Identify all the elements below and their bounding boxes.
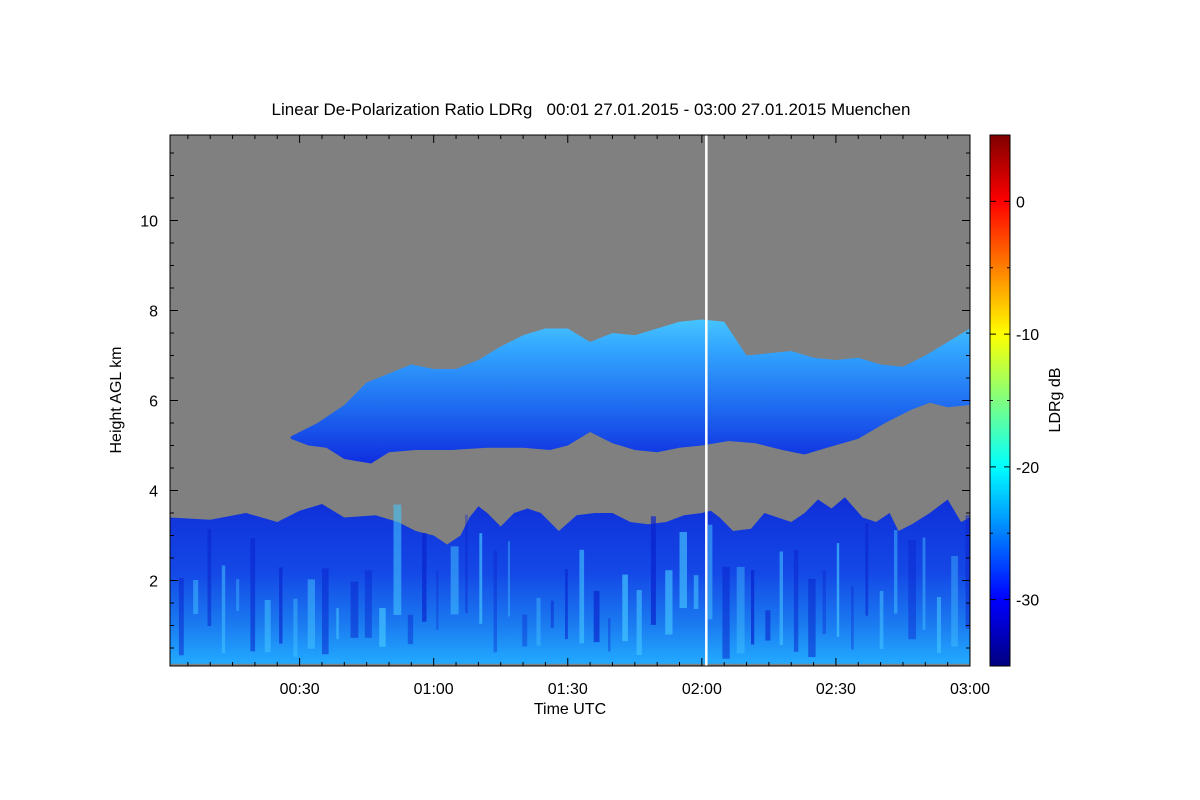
y-tick-label: 10 [140,214,158,231]
texture-streak [307,579,315,649]
x-axis-label: Time UTC [534,701,606,718]
texture-streak [708,524,713,620]
texture-streak [894,530,898,614]
y-tick-label: 2 [149,574,158,591]
texture-streak [393,504,402,615]
colorbar-label: LDRg dB [1047,368,1064,433]
texture-streak [836,543,840,637]
colorbar-tick-label: -20 [1016,460,1039,477]
texture-streak [693,575,699,609]
texture-streak [250,538,256,652]
texture-streak [779,551,783,645]
texture-streak [207,528,212,626]
plot-area [170,135,970,666]
texture-streak [922,537,926,630]
colorbar: 0 -10 -20 -30 LDRg dB [989,134,1064,667]
texture-streak [279,567,283,644]
y-tick-label: 4 [149,484,158,501]
texture-streak [822,570,826,634]
x-tick-label: 02:00 [682,681,722,698]
texture-streak [522,614,528,647]
texture-streak [350,581,359,638]
colorbar-tick-label: -10 [1016,327,1039,344]
x-tick-label: 03:00 [950,681,990,698]
texture-streak [936,597,941,653]
texture-streak [636,590,642,655]
texture-streak [322,568,329,655]
texture-streak [479,533,483,624]
texture-streak [908,540,916,640]
texture-streak [422,533,427,622]
texture-streak [236,579,240,611]
texture-streak [221,565,226,653]
texture-streak [650,516,656,625]
texture-streak [579,549,585,644]
x-tick-label: 02:30 [816,681,856,698]
texture-streak [364,570,372,638]
cloud-layer-lower [170,497,970,664]
x-tick-label: 01:00 [414,681,454,698]
y-axis-label: Height AGL km [108,346,125,453]
x-tick-label: 00:30 [280,681,320,698]
texture-streak [608,618,611,652]
texture-streak [765,610,771,641]
texture-streak [679,532,687,609]
texture-streak [793,550,799,652]
texture-streak [865,523,869,616]
texture-streak [965,515,970,629]
texture-streak [507,541,510,617]
texture-streak [665,570,673,635]
texture-streak [808,578,816,657]
texture-streak [722,566,730,659]
texture-streak [465,514,468,614]
x-axis: 00:30 01:00 01:30 02:00 02:30 03:00 [187,135,990,698]
cloud-layer-upper [290,319,970,464]
colorbar-tick-label: 0 [1016,194,1025,211]
x-tick-label: 01:30 [548,681,588,698]
texture-streak [550,600,554,628]
texture-streak [178,577,184,656]
texture-streak [264,600,271,653]
texture-streak [193,580,199,615]
texture-streak [879,590,884,649]
colorbar-tick-label: -30 [1016,593,1039,610]
texture-streak [622,574,628,642]
texture-streak [751,570,755,645]
texture-streak [736,566,745,654]
texture-streak [536,597,541,646]
texture-streak [379,608,386,647]
texture-streak [951,555,958,647]
y-axis: 2 4 6 8 10 [140,152,970,649]
texture-streak [593,591,600,643]
texture-streak [851,586,854,650]
chart-title: Linear De-Polarization Ratio LDRg 00:01 … [272,100,911,119]
texture-streak [436,570,439,630]
texture-streak [293,598,298,658]
texture-streak [565,569,568,640]
texture-streak [450,546,459,615]
y-tick-label: 8 [149,304,158,321]
texture-streak [336,607,339,640]
y-tick-label: 6 [149,394,158,411]
texture-streak [407,614,414,645]
texture-streak [493,550,497,653]
